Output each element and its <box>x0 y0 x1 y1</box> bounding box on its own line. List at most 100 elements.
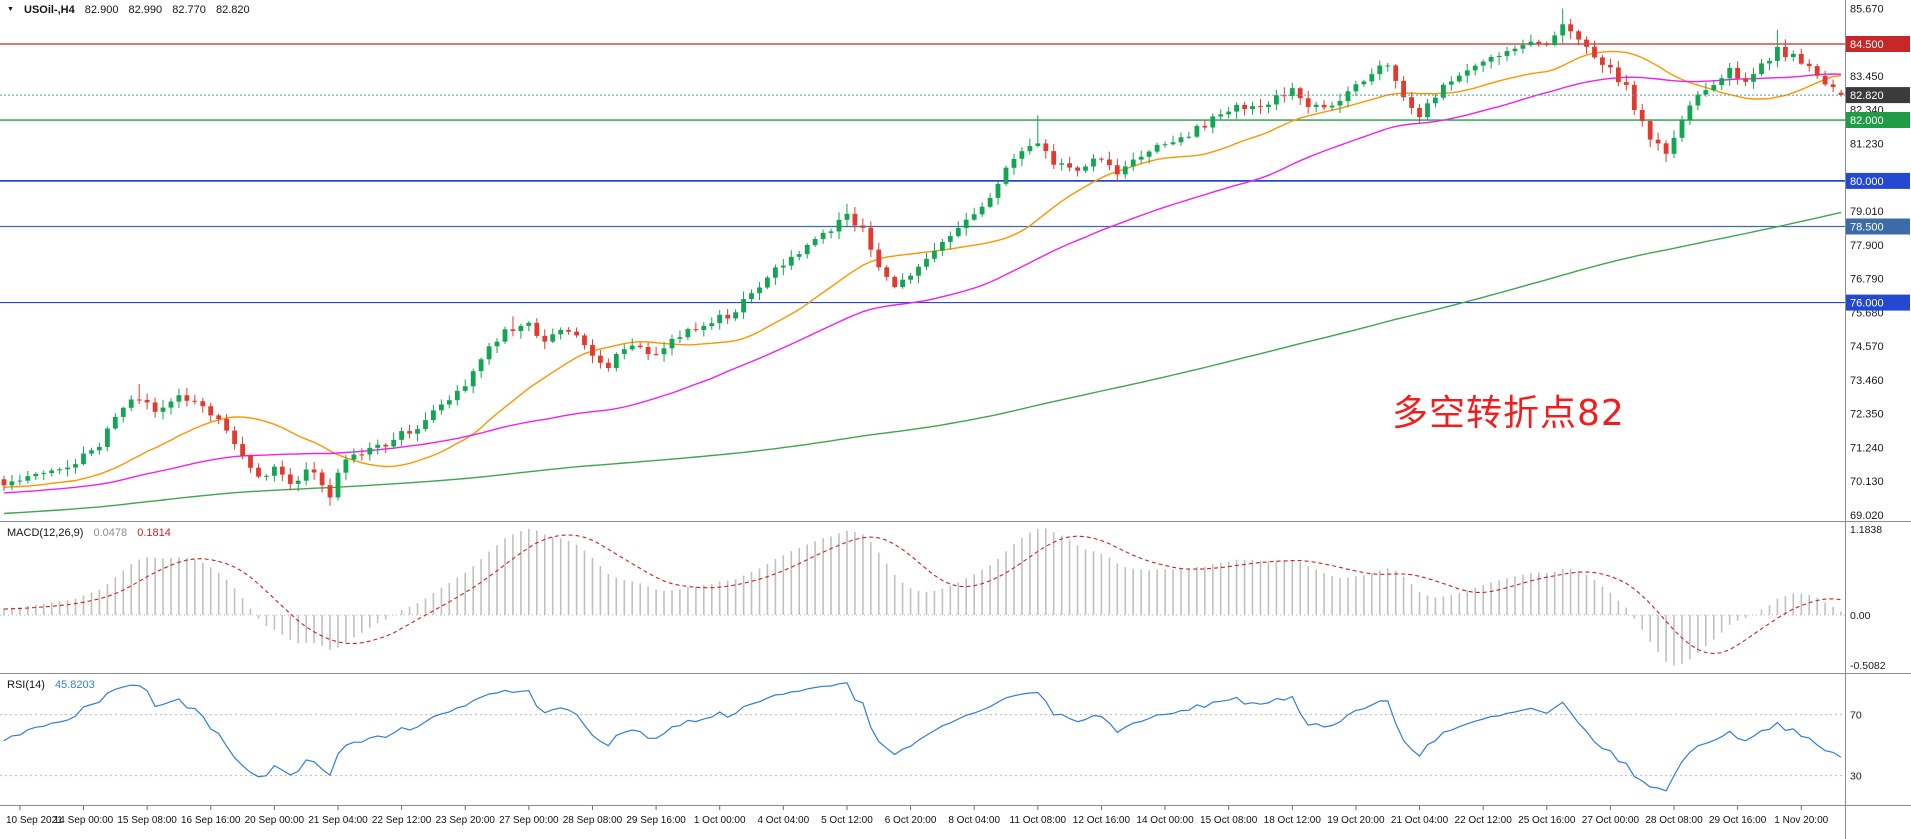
candle <box>1711 85 1717 91</box>
candle <box>1337 101 1343 106</box>
candle <box>979 206 985 215</box>
price-annotation: 多空转折点82 <box>1392 393 1625 434</box>
candle <box>987 197 993 207</box>
svg-text:70: 70 <box>1850 710 1862 722</box>
candle <box>399 431 404 440</box>
candle <box>1830 84 1836 88</box>
candle <box>1552 35 1558 45</box>
candle <box>908 275 913 280</box>
candle <box>407 431 412 434</box>
candle <box>89 450 94 454</box>
candle <box>1353 84 1359 92</box>
candle <box>1329 105 1335 108</box>
candle <box>81 453 86 465</box>
candle <box>860 225 866 228</box>
ma-50-line <box>3 73 1842 494</box>
candle <box>1361 81 1367 85</box>
svg-text:73.460: 73.460 <box>1850 375 1884 387</box>
candle <box>232 430 237 445</box>
candle <box>1011 158 1017 168</box>
svg-text:70.130: 70.130 <box>1850 476 1884 488</box>
candle <box>144 399 150 403</box>
candle <box>932 250 937 259</box>
candle <box>359 454 365 456</box>
candle <box>1671 137 1677 154</box>
candle <box>1600 57 1605 65</box>
candle <box>1035 143 1041 146</box>
candle <box>852 213 858 226</box>
svg-text:69.020: 69.020 <box>1850 510 1884 522</box>
candle <box>502 329 508 342</box>
candle <box>1194 125 1200 137</box>
candle <box>1544 43 1550 45</box>
svg-text:22 Oct 12:00: 22 Oct 12:00 <box>1455 815 1513 826</box>
svg-text:71.240: 71.240 <box>1850 442 1884 454</box>
candle <box>1798 53 1804 64</box>
svg-text:5 Oct 12:00: 5 Oct 12:00 <box>821 815 873 826</box>
candle <box>836 219 842 232</box>
candle <box>1631 84 1637 110</box>
candle <box>749 293 754 300</box>
candle <box>57 469 62 471</box>
candle <box>1456 75 1462 82</box>
candle <box>916 266 921 276</box>
candle <box>518 325 524 331</box>
candle <box>192 400 198 402</box>
candle <box>25 476 31 481</box>
svg-text:78.500: 78.500 <box>1850 222 1884 234</box>
candle <box>1226 111 1232 115</box>
candle <box>1377 65 1383 75</box>
candle <box>327 485 333 498</box>
price-axis[interactable]: 85.67083.45082.34081.23079.01077.90076.7… <box>1846 3 1910 522</box>
candle <box>844 213 850 220</box>
ma-20-line <box>3 50 1842 488</box>
candle <box>1560 24 1566 36</box>
svg-text:76.790: 76.790 <box>1850 274 1884 286</box>
candle <box>1695 94 1701 106</box>
candle <box>1075 167 1080 171</box>
svg-text:79.010: 79.010 <box>1850 206 1884 218</box>
candle <box>97 446 102 451</box>
chart-menu-icon[interactable]: ▼ <box>7 6 14 13</box>
candle <box>1528 41 1534 46</box>
candle <box>653 354 659 356</box>
candle <box>1250 106 1255 110</box>
candle <box>1051 151 1057 165</box>
candle <box>598 355 603 363</box>
price-badge-80.000 <box>1846 172 1910 189</box>
candle <box>1242 104 1247 109</box>
svg-text:28 Oct 08:00: 28 Oct 08:00 <box>1645 815 1703 826</box>
candle <box>1806 63 1812 67</box>
macd-value: 0.0478 <box>93 527 128 539</box>
candle <box>1751 74 1756 82</box>
candle <box>780 265 786 268</box>
candle <box>1043 143 1049 151</box>
svg-text:21 Sep 04:00: 21 Sep 04:00 <box>308 815 368 826</box>
rsi-panel: 70 30 <box>0 682 1862 792</box>
candle <box>1639 110 1645 122</box>
macd-label: MACD(12,26,9) <box>7 527 84 539</box>
candle <box>494 341 500 347</box>
candle <box>1202 125 1208 128</box>
svg-text:29 Sep 16:00: 29 Sep 16:00 <box>626 815 686 826</box>
candle <box>685 329 691 338</box>
candle <box>216 415 222 419</box>
svg-text:0.00: 0.00 <box>1850 610 1871 622</box>
candle <box>248 455 253 468</box>
candle <box>582 335 587 346</box>
candle <box>486 346 492 360</box>
candle <box>947 236 953 242</box>
candle <box>343 459 349 473</box>
svg-text:6 Oct 20:00: 6 Oct 20:00 <box>885 815 937 826</box>
svg-text:16 Sep 16:00: 16 Sep 16:00 <box>181 815 241 826</box>
svg-text:22 Sep 12:00: 22 Sep 12:00 <box>372 815 432 826</box>
svg-text:74.570: 74.570 <box>1850 341 1884 353</box>
candle <box>478 359 484 372</box>
candle <box>462 386 468 391</box>
candle <box>1297 88 1303 99</box>
candle <box>1576 31 1581 40</box>
svg-text:14 Oct 00:00: 14 Oct 00:00 <box>1136 815 1194 826</box>
symbol-timeframe-label: USOil-,H4 <box>24 4 75 16</box>
